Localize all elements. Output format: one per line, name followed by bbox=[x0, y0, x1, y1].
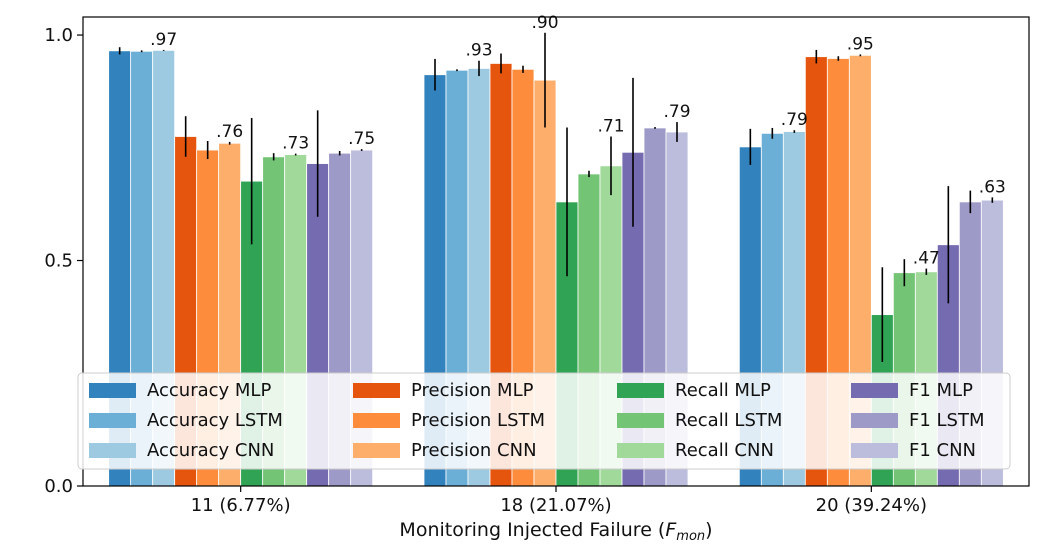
legend: Accuracy MLP Accuracy LSTM Accuracy CNN Pre… bbox=[77, 372, 1011, 470]
legend-swatch bbox=[617, 413, 664, 428]
legend-label: Precision LSTM bbox=[411, 410, 545, 431]
y-tick-label: 0.5 bbox=[44, 251, 73, 272]
x-tick-label: 20 (39.24%) bbox=[816, 495, 927, 516]
legend-label: Recall LSTM bbox=[675, 410, 782, 431]
x-axis-label: Monitoring Injected Failure (Fmon) bbox=[399, 519, 712, 544]
legend-swatch bbox=[851, 413, 898, 428]
legend-label: Precision MLP bbox=[411, 380, 534, 401]
legend-swatch bbox=[851, 443, 898, 458]
y-tick-label: 1.0 bbox=[44, 25, 73, 46]
legend-box bbox=[77, 372, 1011, 470]
value-labels-layer: .97 .76 .73 .75 .93 .90 .71 .79 .79 .95 .47 .63 bbox=[150, 13, 1006, 269]
x-tick-label: 11 (6.77%) bbox=[191, 495, 291, 516]
legend-label: F1 LSTM bbox=[909, 410, 985, 431]
legend-label: Accuracy MLP bbox=[147, 380, 271, 401]
legend-swatch bbox=[851, 383, 898, 398]
legend-swatch bbox=[617, 443, 664, 458]
error-bars-layer bbox=[118, 32, 994, 362]
legend-label: F1 MLP bbox=[909, 380, 973, 401]
axes-layer: 0.0 0.5 1.0 11 (6.77%) 18 (21.07%) 20 (39.24%… bbox=[44, 16, 1030, 516]
value-label: .71 bbox=[597, 117, 624, 137]
value-label: .63 bbox=[979, 177, 1006, 197]
value-label: .90 bbox=[531, 13, 558, 33]
legend-label: Recall MLP bbox=[675, 380, 771, 401]
y-tick-label: 0.0 bbox=[44, 476, 73, 497]
value-label: .79 bbox=[781, 110, 808, 130]
legend-swatch bbox=[89, 413, 136, 428]
value-label: .79 bbox=[663, 102, 690, 122]
x-tick-label: 18 (21.07%) bbox=[500, 495, 611, 516]
plot-frame bbox=[82, 16, 1030, 487]
legend-label: Accuracy LSTM bbox=[147, 410, 283, 431]
value-label: .93 bbox=[465, 41, 492, 61]
legend-label: Precision CNN bbox=[411, 440, 537, 461]
value-label: .76 bbox=[216, 122, 243, 142]
value-label: .75 bbox=[348, 129, 375, 149]
legend-swatch bbox=[89, 443, 136, 458]
value-label: .73 bbox=[282, 134, 309, 154]
legend-label: F1 CNN bbox=[909, 440, 976, 461]
legend-label: Recall CNN bbox=[675, 440, 774, 461]
legend-swatch bbox=[89, 383, 136, 398]
legend-label: Accuracy CNN bbox=[147, 440, 274, 461]
legend-swatch bbox=[353, 413, 400, 428]
value-label: .97 bbox=[150, 30, 177, 50]
legend-swatch bbox=[353, 443, 400, 458]
value-label: .95 bbox=[847, 34, 874, 54]
value-label: .47 bbox=[913, 249, 940, 269]
legend-swatch bbox=[353, 383, 400, 398]
legend-swatch bbox=[617, 383, 664, 398]
